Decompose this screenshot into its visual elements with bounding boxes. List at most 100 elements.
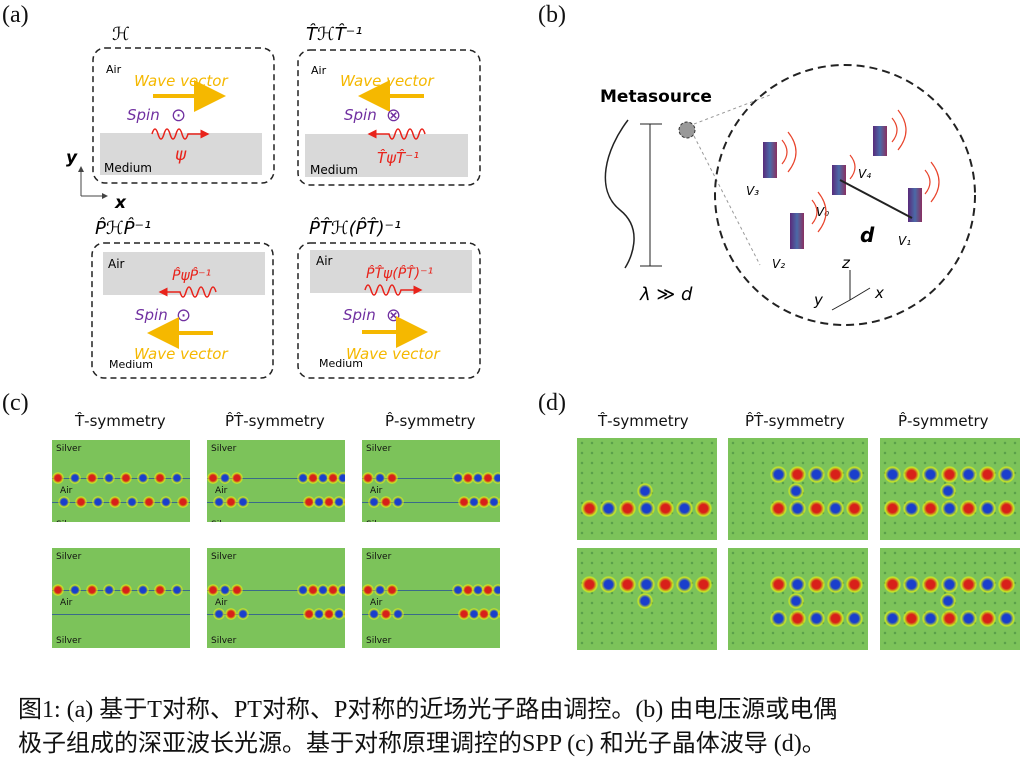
spp-field-map: Silver Air Silver — [362, 440, 500, 522]
field-lobe — [488, 496, 500, 508]
field-lobe — [337, 584, 345, 596]
svg-text:V₂: V₂ — [772, 257, 785, 271]
field-lobe — [960, 610, 977, 627]
material-label: Silver — [211, 636, 237, 646]
field-lobe — [307, 472, 319, 484]
spin-out-icon: ⊙ — [171, 105, 186, 126]
field-lobe — [478, 608, 490, 620]
svg-text:V₄: V₄ — [858, 167, 871, 181]
xyz-axes: z x y — [813, 254, 884, 311]
field-lobe — [368, 608, 380, 620]
field-lobe — [600, 500, 617, 517]
field-lobe — [458, 608, 470, 620]
field-lobe — [86, 472, 98, 484]
svg-text:Spin: Spin — [135, 306, 168, 324]
svg-text:⊙: ⊙ — [176, 305, 191, 326]
xy-axes: y x — [66, 148, 127, 213]
spp-field-map: Silver Air Silver — [52, 548, 190, 648]
spp-field-map: Silver Air Silver — [207, 440, 345, 522]
field-lobe — [231, 472, 243, 484]
material-label: Silver — [211, 552, 237, 562]
field-lobe — [695, 500, 712, 517]
field-lobe — [120, 472, 132, 484]
field-lobe — [468, 608, 480, 620]
field-lobe — [808, 576, 825, 593]
material-label: Air — [370, 486, 383, 496]
material-label: Silver — [211, 444, 237, 454]
distance-label: d — [860, 223, 875, 247]
field-lobe — [458, 496, 470, 508]
gaussian-profile — [604, 119, 635, 269]
field-lobe — [695, 576, 712, 593]
field-lobe — [903, 500, 920, 517]
field-lobe — [846, 576, 863, 593]
field-lobe — [327, 584, 339, 596]
y-axis-label: y — [66, 148, 78, 168]
field-lobe — [374, 584, 386, 596]
field-lobe — [488, 608, 500, 620]
distance-arrow — [839, 179, 913, 219]
field-lobe — [154, 472, 166, 484]
field-lobe — [492, 472, 500, 484]
field-lobe — [941, 576, 958, 593]
field-lobe — [770, 610, 787, 627]
box-title: T̂ℋT̂⁻¹ — [306, 24, 363, 45]
field-lobe — [52, 584, 64, 596]
field-lobe — [808, 500, 825, 517]
field-lobe — [998, 466, 1015, 483]
svg-text:V₁: V₁ — [898, 234, 911, 248]
material-label: Silver — [366, 444, 392, 454]
field-lobe — [903, 576, 920, 593]
field-lobe — [846, 466, 863, 483]
field-lobe — [231, 584, 243, 596]
field-lobe — [171, 472, 183, 484]
field-lobe — [237, 496, 249, 508]
field-lobe — [941, 610, 958, 627]
field-lobe — [462, 584, 474, 596]
field-lobe — [468, 496, 480, 508]
field-lobe — [69, 584, 81, 596]
field-lobe — [225, 496, 237, 508]
field-lobe — [478, 496, 490, 508]
field-lobe — [303, 608, 315, 620]
field-lobe — [380, 608, 392, 620]
field-lobe — [86, 584, 98, 596]
box-pt: P̂T̂ℋ(P̂T̂)⁻¹ Air Medium P̂T̂ψ(P̂T̂)⁻¹ S… — [297, 218, 481, 379]
field-lobe — [472, 472, 484, 484]
field-lobe — [940, 483, 956, 499]
svg-text:Air: Air — [316, 254, 333, 268]
field-lobe — [137, 584, 149, 596]
field-lobe — [317, 472, 329, 484]
column-title: P̂-symmetry — [385, 412, 476, 430]
field-lobe — [638, 576, 655, 593]
field-lobe — [92, 496, 104, 508]
field-lobe — [884, 576, 901, 593]
field-lobe — [676, 576, 693, 593]
medium-label: Air — [108, 257, 125, 271]
field-lobe — [171, 584, 183, 596]
field-lobe — [392, 496, 404, 508]
field-lobe — [979, 610, 996, 627]
material-label: Silver — [56, 552, 82, 562]
svg-text:Wave vector: Wave vector — [346, 345, 440, 363]
material-label: Air — [370, 598, 383, 608]
material-label: Silver — [366, 552, 392, 562]
field-lobe — [637, 593, 653, 609]
material-label: Silver — [56, 520, 81, 522]
svg-text:Medium: Medium — [310, 163, 358, 177]
field-lobe — [207, 584, 219, 596]
field-lobe — [462, 472, 474, 484]
svg-text:y: y — [813, 291, 824, 309]
field-lobe — [343, 608, 345, 620]
field-lobe — [941, 500, 958, 517]
field-lobe — [362, 472, 374, 484]
photonic-crystal-field-map — [880, 438, 1020, 540]
field-lobe — [333, 496, 345, 508]
field-lobe — [219, 584, 231, 596]
panel-d-label: (d) — [538, 390, 566, 416]
field-lobe — [998, 576, 1015, 593]
box-title: ℋ — [112, 24, 130, 45]
field-lobe — [770, 466, 787, 483]
field-lobe — [884, 466, 901, 483]
field-lobe — [482, 584, 494, 596]
